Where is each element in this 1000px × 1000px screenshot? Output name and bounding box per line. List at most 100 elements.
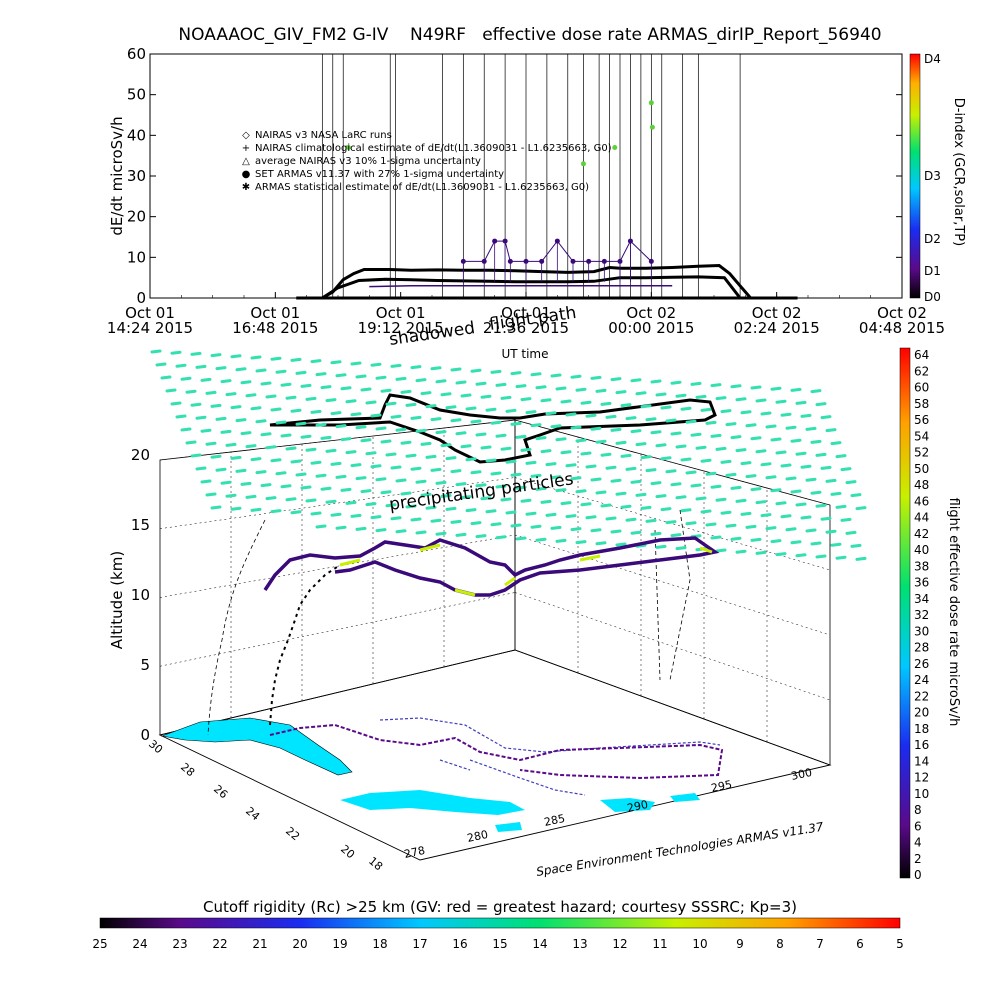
dindex-colorbar-label: D-index (GCR,solar,TP) <box>951 98 966 246</box>
particle-mark <box>355 526 367 531</box>
particle-mark <box>420 391 432 396</box>
particle-mark <box>570 425 582 430</box>
flight-path-altitude-highlights <box>339 543 713 597</box>
particle-mark <box>575 489 587 494</box>
florida-landmass <box>160 717 353 776</box>
altitude-projection-left <box>207 519 266 736</box>
particle-mark <box>515 536 527 541</box>
particle-mark <box>680 508 692 513</box>
timeseries-x-label: UT time <box>501 347 548 361</box>
particle-mark <box>405 504 417 509</box>
rigidity-tick-label: 21 <box>252 937 267 951</box>
particle-mark <box>480 445 492 450</box>
rigidity-tick-label: 9 <box>736 937 744 951</box>
particle-mark <box>795 553 807 558</box>
y-tick-label: 40 <box>127 126 146 144</box>
particle-mark <box>335 474 347 479</box>
particle-mark <box>350 463 362 468</box>
particle-mark <box>510 371 522 376</box>
particle-mark <box>635 391 647 396</box>
particle-mark <box>405 453 417 458</box>
particle-mark <box>170 401 182 406</box>
particle-mark <box>615 390 627 395</box>
particle-mark <box>515 434 527 439</box>
particle-mark <box>370 515 382 520</box>
particle-mark <box>390 516 402 521</box>
particle-mark <box>610 427 622 432</box>
particle-mark <box>270 356 282 361</box>
particle-mark <box>345 500 357 505</box>
particle-mark <box>380 388 392 393</box>
dose-tick-label: 42 <box>914 527 929 541</box>
particle-mark <box>205 441 217 446</box>
particle-mark <box>320 385 332 390</box>
rigidity-colorbar <box>99 917 901 929</box>
flight-path-ground-track <box>269 723 724 780</box>
particle-mark <box>795 502 807 507</box>
particle-mark <box>445 506 457 511</box>
timeseries-legend: ◇ NAIRAS v3 NASA LaRC runs + NAIRAS climato… <box>242 130 612 193</box>
particle-mark <box>195 415 207 420</box>
particle-mark <box>535 436 547 441</box>
particle-mark <box>490 420 502 425</box>
particle-mark <box>350 412 362 417</box>
particle-mark <box>730 435 742 440</box>
particle-mark <box>695 445 707 450</box>
precipitating-particles-field <box>150 349 867 561</box>
particle-mark <box>845 480 857 485</box>
particle-mark <box>180 427 192 432</box>
dose-tick-label: 46 <box>914 494 929 508</box>
particle-mark <box>175 414 187 419</box>
particle-mark <box>470 521 482 526</box>
peak-point <box>345 145 351 151</box>
particle-mark <box>245 444 257 449</box>
particle-mark <box>290 459 302 464</box>
particle-mark <box>810 439 822 444</box>
dose-tick-label: 32 <box>914 608 929 622</box>
particle-mark <box>235 367 247 372</box>
particle-mark <box>675 546 687 551</box>
particle-mark <box>585 413 597 418</box>
y-tick-label: 20 <box>127 208 146 226</box>
chart-title: NOAAAOC_GIV_FM2 G-IV N49RF effective dos… <box>178 25 881 45</box>
dose-tick-label: 60 <box>914 381 929 395</box>
particle-mark <box>680 406 692 411</box>
particle-mark <box>310 359 322 364</box>
particle-mark <box>610 478 622 483</box>
particle-mark <box>745 524 757 529</box>
particle-mark <box>655 443 667 448</box>
longitude-tick-label: 280 <box>466 828 489 845</box>
particle-mark <box>510 472 522 477</box>
particle-mark <box>830 491 842 496</box>
particle-mark <box>625 416 637 421</box>
particle-mark <box>690 381 702 386</box>
particle-mark <box>285 497 297 502</box>
particle-mark <box>650 379 662 384</box>
particle-mark <box>655 392 667 397</box>
particle-mark <box>560 450 572 455</box>
particle-mark <box>620 504 632 509</box>
particle-mark <box>240 431 252 436</box>
particle-mark <box>525 511 537 516</box>
particle-mark <box>290 357 302 362</box>
particle-mark <box>605 516 617 521</box>
x-tick-day: Oct 02 <box>626 304 676 322</box>
particle-mark <box>380 439 392 444</box>
particle-mark <box>660 456 672 461</box>
particle-mark <box>465 406 477 411</box>
particle-mark <box>550 475 562 480</box>
particle-mark <box>735 498 747 503</box>
particle-mark <box>850 493 862 498</box>
particle-mark <box>370 413 382 418</box>
particle-mark <box>545 512 557 517</box>
x-tick-day: Oct 01 <box>125 304 175 322</box>
credit-text: Space Environment Technologies ARMAS v11… <box>535 820 825 879</box>
dose-tick-label: 28 <box>914 641 929 655</box>
grid-line <box>514 592 831 701</box>
particle-mark <box>440 443 452 448</box>
particle-mark <box>300 485 312 490</box>
particle-mark <box>250 457 262 462</box>
particle-mark <box>360 438 372 443</box>
dose-tick-label: 12 <box>914 771 929 785</box>
particle-mark <box>805 528 817 533</box>
